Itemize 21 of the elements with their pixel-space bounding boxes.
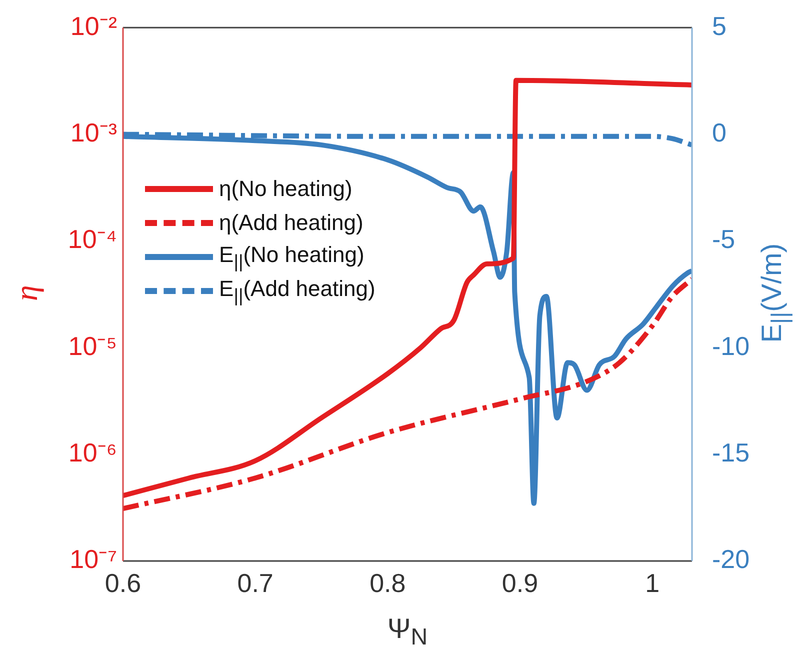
y-axis-title: η xyxy=(6,284,45,302)
legend-label: E$_{||}$(No heating) xyxy=(219,242,364,272)
x-tick-label: 0.7 xyxy=(237,568,274,598)
x-tick-label: 0.8 xyxy=(370,568,406,598)
legend-label: η(No heating) xyxy=(219,176,352,202)
y-tick-label: 10⁻³ xyxy=(70,117,118,148)
x-tick-label: 0.9 xyxy=(502,568,538,598)
y-tick-label: 10⁻⁶ xyxy=(68,437,117,468)
x-axis-title: Ψ$_{N}$ xyxy=(386,613,429,651)
y-tick-label: 10⁻⁵ xyxy=(68,330,117,361)
y-tick-label: 10⁻² xyxy=(70,10,118,41)
legend-label: E$_{||}$(Add heating) xyxy=(219,276,376,306)
y2-tick-label: 0 xyxy=(712,117,726,148)
y2-tick-label: -10 xyxy=(712,330,750,361)
y2-tick-label: -5 xyxy=(712,224,736,254)
y2-tick-label: 5 xyxy=(712,10,726,41)
legend-label: η(Add heating) xyxy=(219,210,364,236)
y2-tick-label: -20 xyxy=(712,544,750,574)
y-tick-label: 10⁻⁴ xyxy=(68,224,117,254)
y2-tick-label: -15 xyxy=(712,437,750,468)
x-tick-label: 1 xyxy=(645,568,660,598)
